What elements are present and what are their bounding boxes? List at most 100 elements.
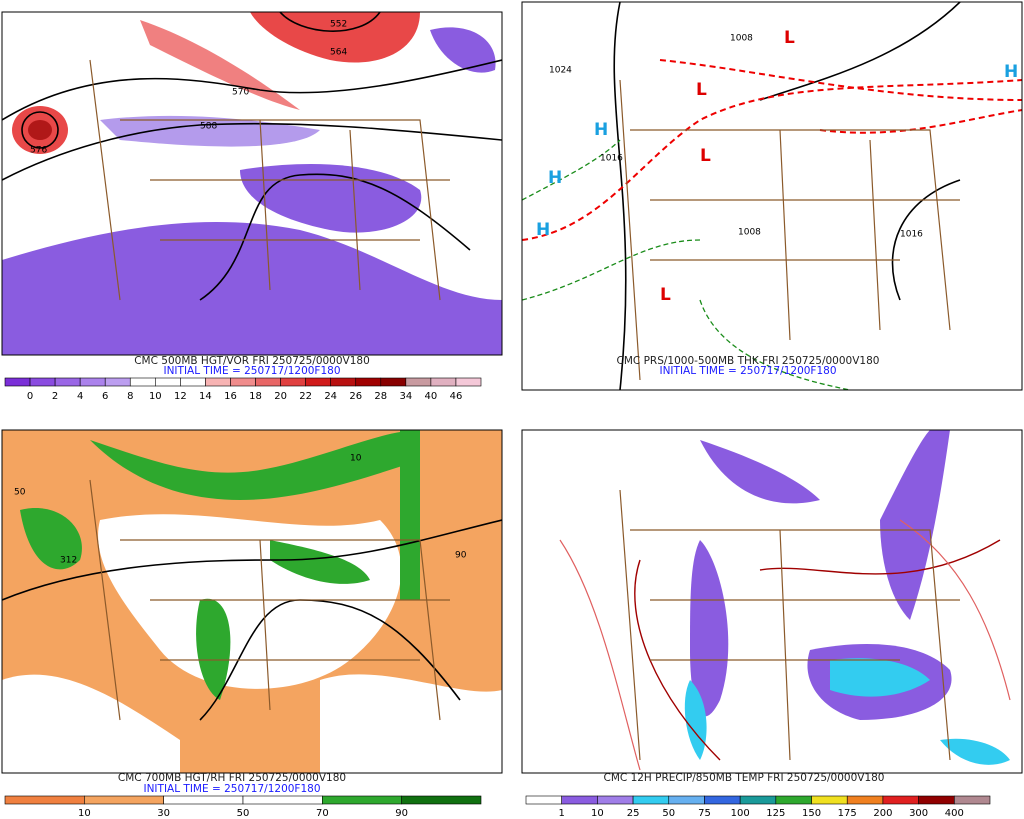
colorbar-swatch [180,377,206,387]
colorbar-swatch [918,795,955,805]
colorbar-label: 28 [374,391,387,402]
contour-label: 90 [455,551,467,561]
colorbar-label: 10 [78,808,91,819]
contour-label: 1008 [738,228,761,238]
colorbar-swatch [330,377,357,387]
low-label: L [660,285,671,305]
colorbar-label: 125 [766,808,785,819]
colorbar-label: 46 [450,391,463,402]
colorbar-swatch [668,795,705,805]
colorbar-label: 10 [591,808,604,819]
colorbar-label: 400 [945,808,964,819]
colorbar-swatch [380,377,407,387]
contour-label: 588 [200,122,217,132]
colorbar-swatch [739,795,777,805]
colorbar-swatch [155,377,181,387]
colorbar-swatch [525,795,562,805]
initial-time: INITIAL TIME = 250717/1200F180 [143,783,320,795]
colorbar-swatch [954,795,991,805]
map-precip [522,430,1022,773]
panel-title: CMC 500MB HGT/VOR FRI 250725/0000V180 [134,355,370,367]
colorbar-swatch [230,377,256,387]
map-prs: 1024 1008 1008 1016 1016 H H H H L L L L [522,2,1022,390]
contour-label: 1024 [549,66,572,76]
colorbar-label: 24 [324,391,337,402]
low-label: L [700,146,711,166]
colorbar-swatch [401,795,482,805]
colorbar-label: 50 [662,808,675,819]
colorbar-label: 16 [224,391,237,402]
low-label: L [696,80,707,100]
colorbar-label: 75 [698,808,711,819]
contour-label: 1016 [600,154,623,164]
colorbar-swatch [704,795,741,805]
high-label: H [594,120,608,140]
colorbar-label: 40 [425,391,438,402]
colorbar-swatch [4,795,85,805]
colorbar-swatch [355,377,382,387]
contour-label: 564 [330,48,347,58]
colorbar-label: 100 [731,808,750,819]
colorbar-swatch [129,377,156,387]
colorbar-swatch [29,377,56,387]
colorbar-label: 50 [237,808,250,819]
colorbar-label: 18 [249,391,262,402]
low-label: L [784,28,795,48]
colorbar-label: 14 [199,391,212,402]
high-label: H [1004,62,1018,82]
colorbar-label: 8 [127,391,133,402]
colorbar-label: 300 [909,808,928,819]
colorbar-label: 6 [102,391,108,402]
colorbar-swatch [775,795,812,805]
colorbar-swatch [4,377,31,387]
panel-title: CMC 12H PRECIP/850MB TEMP FRI 250725/000… [604,772,885,784]
colorbar-label: 26 [349,391,362,402]
contour-label: 552 [330,20,347,30]
colorbar-label: 25 [627,808,640,819]
colorbar-swatch [280,377,306,387]
colorbar-swatch [242,795,323,805]
colorbar-label: 90 [395,808,408,819]
colorbar-label: 10 [149,391,162,402]
contour-label: 570 [232,88,249,98]
colorbar-swatch [882,795,919,805]
colorbar-swatch [561,795,598,805]
colorbar-label: 2 [52,391,58,402]
initial-time: INITIAL TIME = 250717/1200F180 [163,365,340,377]
colorbar-swatch [430,377,457,387]
contour-label: 50 [14,488,26,498]
map-700mb: 312 50 10 90 [2,430,502,773]
colorbar-label: 4 [77,391,83,402]
initial-time: INITIAL TIME = 250717/1200F180 [659,365,836,377]
contour-label: 10 [350,454,362,464]
map-500mb: 552 564 570 588 576 [2,12,502,355]
colorbar-swatch [163,795,244,805]
colorbar-label: 200 [873,808,892,819]
colorbar-swatch [322,795,402,805]
colorbar-swatch [205,377,231,387]
contour-label: 1016 [900,230,923,240]
colorbar-label: 150 [802,808,821,819]
colorbar-label: 34 [399,391,412,402]
colorbar-label: 1 [559,808,565,819]
colorbar-swatch [846,795,884,805]
colorbar-swatch [405,377,432,387]
panel-title: CMC PRS/1000-500MB THK FRI 250725/0000V1… [617,355,880,367]
colorbar-swatch [597,795,634,805]
colorbar-swatch [255,377,281,387]
colorbar-swatch [84,795,164,805]
colorbar-swatch [54,377,81,387]
colorbar-label: 12 [174,391,187,402]
colorbar-label: 30 [157,808,170,819]
colorbar-label: 70 [316,808,329,819]
colorbar-swatch [455,377,482,387]
colorbar-label: 22 [299,391,312,402]
colorbar-swatch [811,795,848,805]
colorbar-swatch [79,377,106,387]
high-label: H [548,168,562,188]
high-label: H [536,220,550,240]
colorbar-label: 20 [274,391,287,402]
panel-title: CMC 700MB HGT/RH FRI 250725/0000V180 [118,772,346,784]
